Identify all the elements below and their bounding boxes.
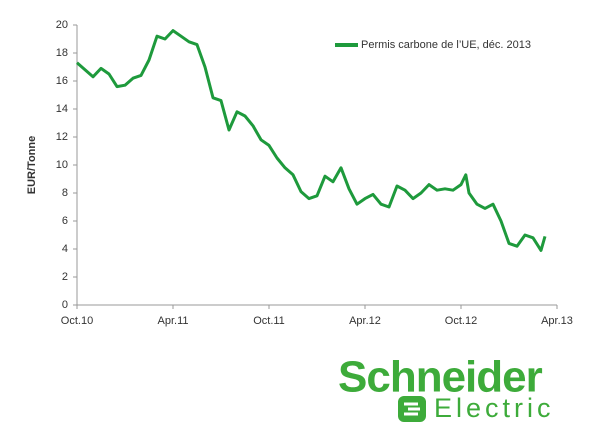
y-tick-label: 8 — [62, 187, 68, 199]
x-tick-label: Oct.12 — [445, 315, 477, 327]
y-tick-label: 14 — [56, 103, 68, 115]
x-tick-label: Apr.12 — [349, 315, 381, 327]
y-tick-label: 0 — [62, 299, 68, 311]
line — [76, 29, 547, 252]
y-tick-label: 16 — [56, 75, 68, 87]
y-axis-label: EUR/Tonne — [26, 136, 38, 194]
x-tick-label: Oct.11 — [253, 315, 285, 327]
logo: Schneider Electric — [338, 353, 555, 424]
y-tick-label: 2 — [62, 271, 68, 283]
y-tick-label: 10 — [56, 159, 68, 171]
y-tick-label: 6 — [62, 215, 68, 227]
logo-subname: Electric — [434, 393, 555, 423]
x-tick-label: Apr.11 — [158, 315, 189, 327]
y-tick-label: 18 — [56, 47, 68, 59]
logo-icon-lines — [404, 402, 420, 416]
legend-label: Permis carbone de l’UE, déc. 2013 — [361, 39, 531, 51]
y-tick-label: 4 — [62, 243, 68, 255]
x-tick-label: Apr.13 — [541, 315, 573, 327]
logo-name: Schneider — [338, 353, 543, 402]
y-tick-label: 12 — [56, 131, 68, 143]
y-tick-label: 20 — [56, 19, 68, 31]
x-tick-label: Oct.10 — [61, 315, 93, 327]
